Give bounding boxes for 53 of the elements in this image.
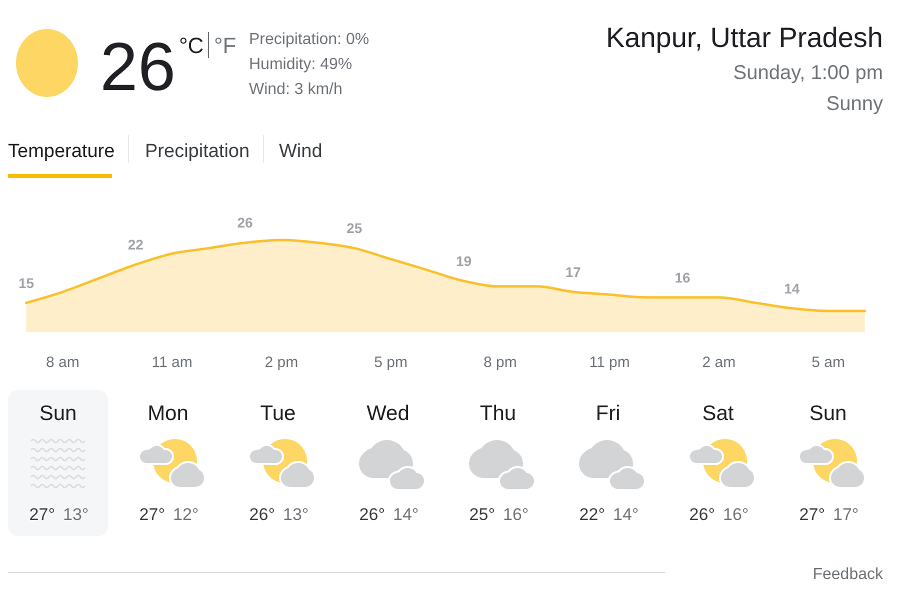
text: Kanpur, Uttar Pradesh — [606, 22, 883, 53]
data-label: 14 — [784, 280, 800, 296]
text: Tue — [260, 402, 296, 425]
text: Wind: 3 km/h — [249, 81, 342, 98]
x-tick-label: 11 am — [152, 354, 192, 371]
text: 13° — [283, 505, 309, 524]
text: 25° — [469, 505, 495, 524]
x-tick-label: 11 pm — [589, 354, 630, 371]
text: 26° — [359, 505, 385, 524]
x-tick-label: 8 pm — [484, 354, 517, 371]
text: Precipitation: 0% — [249, 31, 370, 48]
data-label: 16 — [674, 269, 690, 286]
text: 12° — [173, 505, 199, 524]
text: Fri — [596, 402, 620, 425]
text: 26° — [689, 505, 715, 524]
text: Sunday, 1:00 pm — [733, 62, 883, 84]
data-label: 26 — [237, 214, 253, 231]
x-tick-label: 5 am — [812, 354, 845, 371]
x-tick-label: 2 am — [702, 354, 736, 371]
text: °C — [179, 33, 204, 58]
text: Feedback — [812, 566, 884, 583]
data-label: 25 — [346, 220, 362, 236]
text: Precipitation — [145, 141, 250, 162]
text: 14° — [393, 505, 419, 524]
text: 13° — [63, 505, 89, 524]
text: Wed — [366, 402, 410, 425]
x-tick-label: 2 pm — [264, 354, 298, 371]
text: Humidity: 49% — [249, 56, 352, 73]
text: Temperature — [8, 141, 115, 162]
text: 14° — [613, 505, 639, 524]
text: Mon — [148, 402, 188, 425]
data-label: 17 — [565, 264, 582, 280]
x-tick-label: 8 am — [46, 354, 80, 371]
text: Wind — [279, 141, 322, 162]
text: 27° — [29, 505, 55, 524]
text: Sun — [809, 402, 847, 425]
data-label: 15 — [18, 274, 34, 291]
text: Sat — [702, 402, 734, 425]
x-tick-label: 5 pm — [374, 354, 408, 371]
data-label: 22 — [128, 236, 144, 253]
data-label: 19 — [456, 252, 472, 269]
text: 27° — [799, 505, 825, 524]
text: Sunny — [826, 93, 883, 115]
text: 26 — [100, 29, 176, 105]
text: Thu — [480, 402, 516, 425]
text: 16° — [723, 505, 749, 524]
text: 17° — [833, 505, 859, 524]
text: 22° — [579, 505, 605, 524]
text: 16° — [503, 505, 529, 524]
text: Sun — [39, 402, 77, 425]
text: 26° — [249, 505, 275, 524]
text: 27° — [139, 505, 165, 524]
text: °F — [214, 33, 236, 58]
